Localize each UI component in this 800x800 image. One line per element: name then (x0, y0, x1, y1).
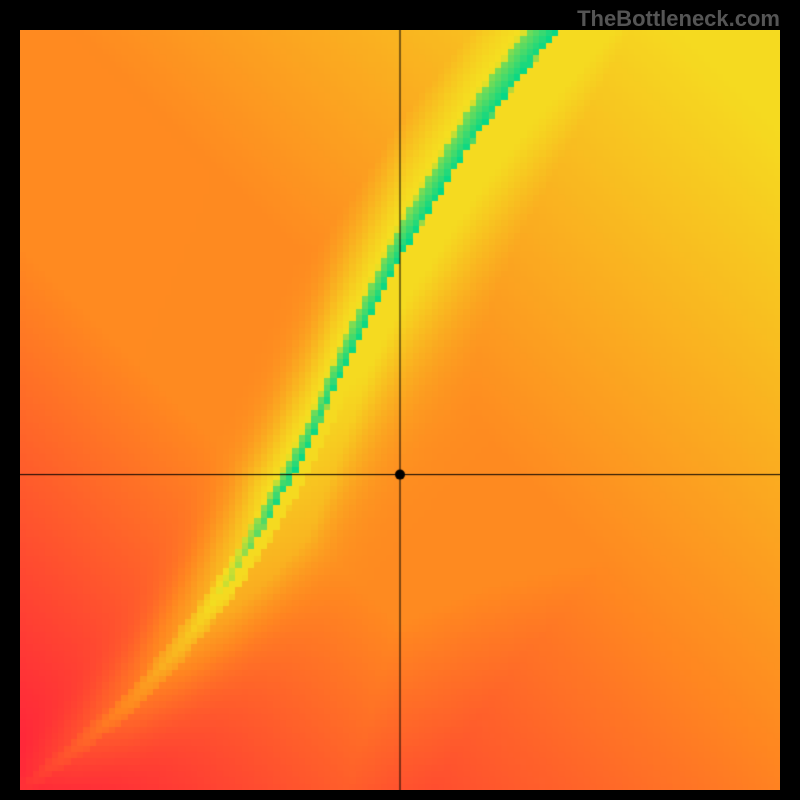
watermark-text: TheBottleneck.com (577, 6, 780, 32)
chart-container: TheBottleneck.com (0, 0, 800, 800)
bottleneck-heatmap (20, 30, 780, 790)
